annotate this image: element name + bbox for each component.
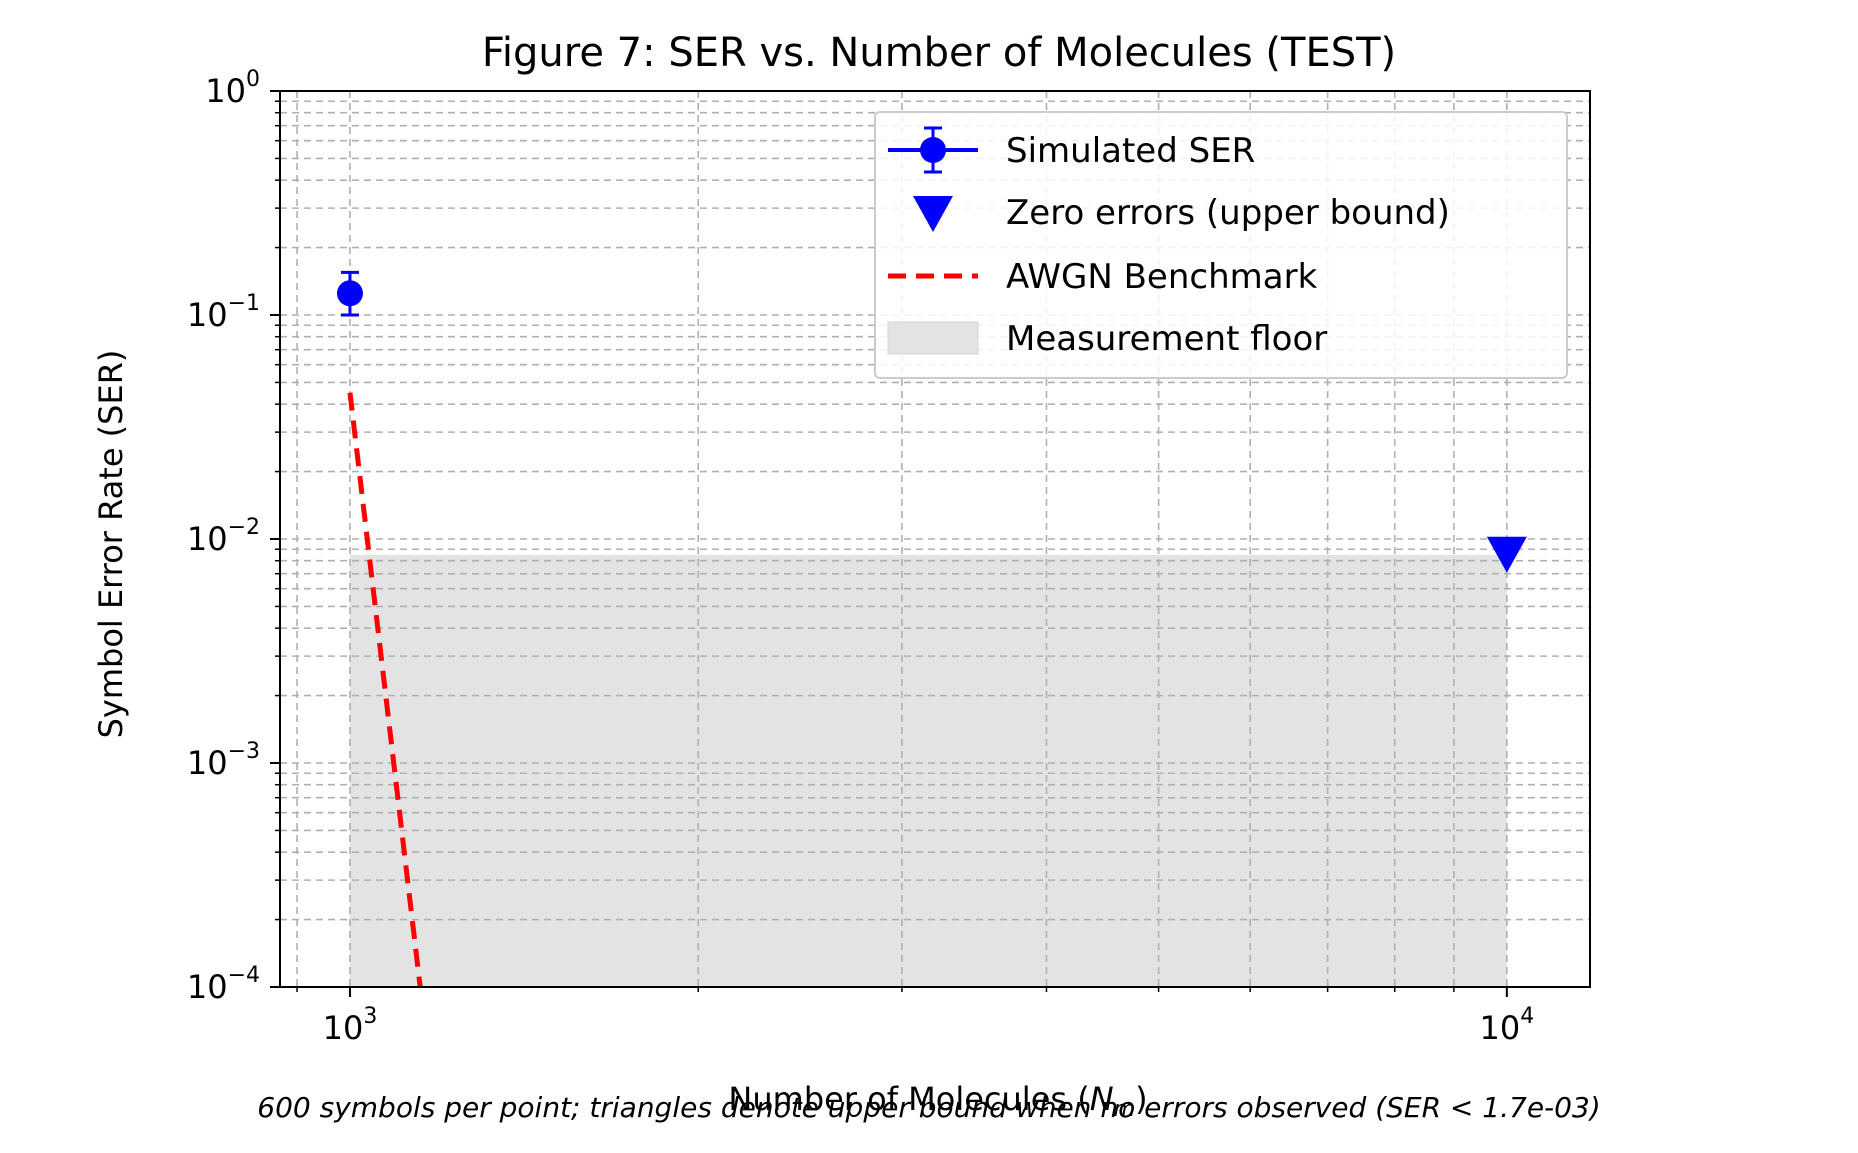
x-tick-label-exp: 3	[363, 1004, 377, 1029]
chart-title: Figure 7: SER vs. Number of Molecules (T…	[482, 30, 1396, 76]
x-axis-label-text: Number of Molecules (	[728, 1080, 1089, 1118]
x-tick-label-base: 10	[1479, 1009, 1520, 1047]
x-tick-label: 103	[323, 1004, 378, 1047]
measurement-floor-layer	[349, 554, 1507, 987]
y-tick-label: 10−4	[187, 963, 260, 1006]
zero-errors-upper-bound-marker	[1486, 536, 1527, 573]
y-tick-label-base: 10	[187, 744, 228, 782]
x-axis-label-sub: m	[1114, 1097, 1135, 1122]
x-tick-label: 104	[1479, 1004, 1534, 1047]
awgn-benchmark-line	[347, 392, 423, 988]
y-tick-label: 10−3	[187, 739, 260, 782]
x-tick-label-base: 10	[323, 1009, 364, 1047]
y-tick-label-exp: −3	[228, 739, 260, 764]
x-axis-label-var: N	[1090, 1080, 1114, 1118]
y-tick-label-exp: −1	[228, 291, 260, 316]
legend-label-simulated-ser: Simulated SER	[1006, 131, 1255, 171]
measurement-floor-band	[349, 554, 1507, 987]
x-axis-label: Number of Molecules (Nm)	[728, 1080, 1147, 1122]
y-tick-label-exp: −4	[228, 963, 260, 988]
footnote: 600 symbols per point; triangles denote …	[257, 1091, 1600, 1124]
y-tick-label-base: 10	[187, 296, 228, 334]
legend-swatch-floor	[887, 321, 979, 355]
x-tick-label-exp: 4	[1520, 1004, 1534, 1029]
legend-entry-awgn: AWGN Benchmark	[888, 257, 1318, 297]
legend-label-measurement-floor: Measurement floor	[1006, 319, 1327, 359]
simulated-ser-point	[336, 280, 363, 307]
x-axis-label-close: )	[1135, 1080, 1147, 1118]
legend-entry-measurement-floor: Measurement floor	[887, 319, 1327, 359]
y-tick-label: 10−1	[187, 291, 260, 334]
y-tick-label: 10−2	[187, 515, 260, 558]
legend: Simulated SER Zero errors (upper bound) …	[874, 111, 1568, 379]
legend-swatch-marker	[920, 137, 946, 163]
y-tick-label-exp: 0	[246, 67, 260, 92]
legend-label-awgn: AWGN Benchmark	[1006, 257, 1318, 297]
y-tick-label-base: 10	[205, 72, 246, 110]
y-axis-label: Symbol Error Rate (SER)	[92, 350, 130, 739]
legend-box	[874, 111, 1568, 379]
y-tick-label-exp: −2	[228, 515, 260, 540]
y-tick-label-base: 10	[187, 520, 228, 558]
legend-entry-zero-errors: Zero errors (upper bound)	[913, 193, 1450, 233]
y-tick-label: 100	[205, 67, 260, 110]
series-layer	[336, 270, 1527, 988]
legend-entry-simulated-ser: Simulated SER	[888, 126, 1255, 174]
y-tick-label-base: 10	[187, 968, 228, 1006]
legend-swatch-triangle	[913, 196, 953, 232]
legend-label-zero-errors: Zero errors (upper bound)	[1006, 193, 1450, 233]
